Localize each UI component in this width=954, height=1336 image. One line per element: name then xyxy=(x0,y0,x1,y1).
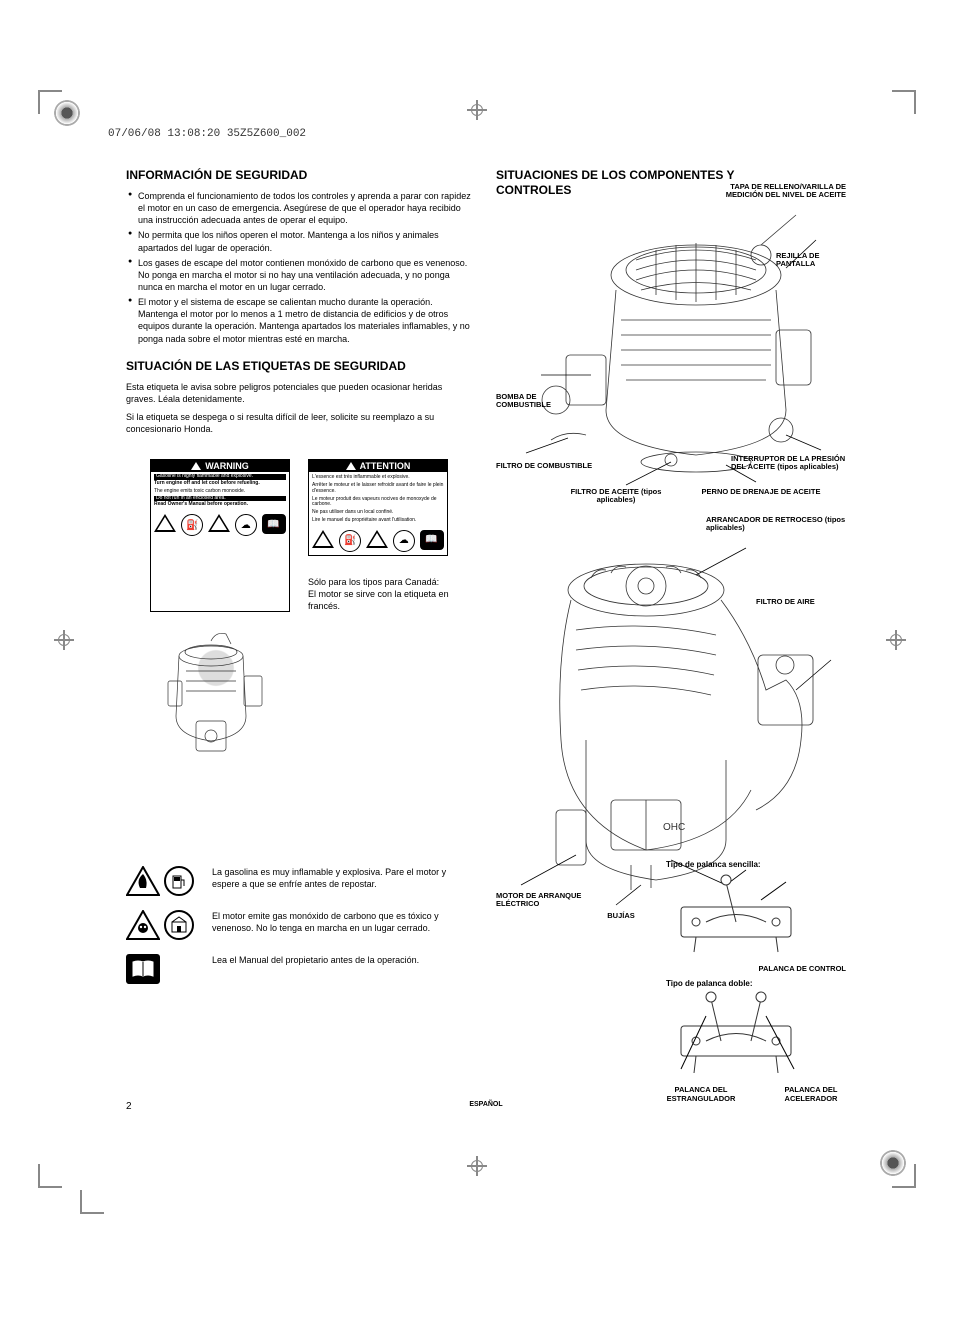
hazard-text-manual: Lea el Manual del propietario antes de l… xyxy=(212,954,474,966)
caption-single-lever: Tipo de palanca sencilla: xyxy=(666,860,846,869)
left-column: INFORMACIÓN DE SEGURIDAD Comprenda el fu… xyxy=(126,168,474,1103)
label-intro-2: Si la etiqueta se despega o si resulta d… xyxy=(126,411,474,435)
lever-double-block: Tipo de palanca doble: PALANCA DEL ES xyxy=(666,979,846,1103)
hazard-icons xyxy=(126,954,198,984)
bullet-item: Comprenda el funcionamiento de todos los… xyxy=(138,190,474,226)
label-recoil-starter: ARRANCADOR DE RETROCESO (tipos aplicable… xyxy=(706,516,856,533)
label-screen-grille: REJILLA DE PANTALLA xyxy=(776,252,846,269)
label-fuel-pump: BOMBA DE COMBUSTIBLE xyxy=(496,393,566,410)
heading-label-location: SITUACIÓN DE LAS ETIQUETAS DE SEGURIDAD xyxy=(126,359,474,373)
warning-label-french: ATTENTION L'essence est très inflammable… xyxy=(308,459,448,555)
lever-double-diagram xyxy=(666,991,806,1081)
hazard-icons xyxy=(126,866,198,896)
page: 07/06/08 13:08:20 35Z5Z600_002 INFORMACI… xyxy=(0,0,954,1336)
canada-note: Sólo para los tipos para Canadá: El moto… xyxy=(308,576,458,612)
hazard-text-co: El motor emite gas monóxido de carbono q… xyxy=(212,910,474,934)
pictogram-row: ⛽ ☁ 📖 xyxy=(151,511,289,539)
page-number: 2 xyxy=(126,1101,132,1112)
label-intro-1: Esta etiqueta le avisa sobre peligros po… xyxy=(126,381,474,405)
hazard-icons xyxy=(126,910,198,940)
label-oil-cap: TAPA DE RELLENO/VARILLA DE MEDICIÓN DEL … xyxy=(696,183,846,200)
label-oil-pressure-switch: INTERRUPTOR DE LA PRESIÓN DEL ACEITE (ti… xyxy=(731,455,846,472)
heading-safety-info: INFORMACIÓN DE SEGURIDAD xyxy=(126,168,474,182)
enclosed-area-icon xyxy=(164,910,194,940)
warning-title: WARNING xyxy=(205,461,249,471)
fuel-pump-icon xyxy=(164,866,194,896)
warning-label-english: WARNING Gasoline is highly flammable and… xyxy=(150,459,290,612)
registration-dot xyxy=(880,1150,906,1176)
hazard-text-gasoline: La gasolina es muy inflamable y explosiv… xyxy=(212,866,474,890)
skull-hazard-icon xyxy=(126,910,160,940)
right-column: SITUACIONES DE LOS COMPONENTES Y CONTROL… xyxy=(496,168,846,1103)
footer: 2 ESPAÑOL xyxy=(126,1101,846,1112)
heading-components-a: SITUACIONES DE LOS COMPONENTES Y xyxy=(496,168,846,182)
warning-title: ATTENTION xyxy=(360,461,411,471)
warning-triangle-icon xyxy=(346,462,356,470)
hazard-row-manual: Lea el Manual del propietario antes de l… xyxy=(126,954,474,984)
registration-dot xyxy=(54,100,80,126)
lever-single-diagram xyxy=(666,872,806,962)
warning-label-french-block: ATTENTION L'essence est très inflammable… xyxy=(308,459,458,612)
warning-line: Read Owner's Manual before operation. xyxy=(154,501,286,509)
label-drain-bolt: PERNO DE DRENAJE DE ACEITE xyxy=(681,488,841,496)
warning-line: Arrêter le moteur et le laisser refroidi… xyxy=(312,482,444,496)
warning-header: ATTENTION xyxy=(309,460,447,472)
label-control-lever: PALANCA DE CONTROL xyxy=(666,965,846,973)
fire-hazard-icon xyxy=(312,530,334,548)
svg-text:OHC: OHC xyxy=(663,822,685,833)
bullet-item: El motor y el sistema de escape se calie… xyxy=(138,296,474,345)
warning-line: L'essence est très inflammable et explos… xyxy=(312,474,444,482)
registration-cross xyxy=(467,100,487,120)
crop-mark xyxy=(38,1164,62,1188)
flame-hazard-icon xyxy=(126,866,160,896)
warning-labels-row: WARNING Gasoline is highly flammable and… xyxy=(126,459,474,612)
warning-triangle-icon xyxy=(191,462,201,470)
registration-cross xyxy=(54,630,74,650)
owners-manual-icon xyxy=(126,954,160,984)
warning-header: WARNING xyxy=(151,460,289,472)
manual-icon: 📖 xyxy=(262,514,286,534)
ventilation-icon: ☁ xyxy=(393,530,415,552)
fire-hazard-icon xyxy=(154,514,176,532)
safety-bullet-list: Comprenda el funcionamiento de todos los… xyxy=(126,190,474,345)
content-columns: INFORMACIÓN DE SEGURIDAD Comprenda el fu… xyxy=(126,168,846,1103)
engine-sketch-small xyxy=(156,626,276,766)
heading-components-b: CONTROLES xyxy=(496,183,571,197)
toxic-hazard-icon xyxy=(208,514,230,532)
language-label: ESPAÑOL xyxy=(469,1101,502,1108)
warning-line: Ne pas utiliser dans un local confiné. xyxy=(312,509,444,517)
timestamp: 07/06/08 13:08:20 35Z5Z600_002 xyxy=(108,128,306,140)
engine-figure-top: REJILLA DE PANTALLA BOMBA DE COMBUSTIBLE… xyxy=(496,200,846,500)
warning-body: L'essence est très inflammable et explos… xyxy=(309,472,447,526)
pictogram-row: ⛽ ☁ 📖 xyxy=(309,527,447,555)
canada-line-1: Sólo para los tipos para Canadá: xyxy=(308,576,458,588)
label-spark-plugs: BUJÍAS xyxy=(591,912,651,920)
warning-line: Le moteur produit des vapeurs nocives de… xyxy=(312,496,444,510)
registration-cross xyxy=(467,1156,487,1176)
warning-line: Turn engine off and let cool before refu… xyxy=(154,480,286,488)
label-oil-filter: FILTRO DE ACEITE (tipos aplicables) xyxy=(566,488,666,505)
warning-line: Lire le manuel du propriétaire avant l'u… xyxy=(312,517,444,525)
fuel-icon: ⛽ xyxy=(339,530,361,552)
manual-icon: 📖 xyxy=(420,530,444,550)
ventilation-icon: ☁ xyxy=(235,514,257,536)
registration-cross xyxy=(886,630,906,650)
toxic-hazard-icon xyxy=(366,530,388,548)
label-electric-starter: MOTOR DE ARRANQUE ELÉCTRICO xyxy=(496,892,616,909)
caption-double-lever: Tipo de palanca doble: xyxy=(666,979,846,988)
crop-mark xyxy=(80,1190,104,1214)
lever-single-block: Tipo de palanca sencilla: PALANCA DE CON… xyxy=(666,860,846,973)
canada-line-2: El motor se sirve con la etiqueta en fra… xyxy=(308,588,458,612)
crop-mark xyxy=(892,90,916,114)
bullet-item: Los gases de escape del motor contienen … xyxy=(138,257,474,293)
label-air-filter: FILTRO DE AIRE xyxy=(756,598,846,606)
label-fuel-filter: FILTRO DE COMBUSTIBLE xyxy=(496,462,616,470)
hazard-row-co: El motor emite gas monóxido de carbono q… xyxy=(126,910,474,940)
warning-body: Gasoline is highly flammable and explosi… xyxy=(151,472,289,511)
fuel-icon: ⛽ xyxy=(181,514,203,536)
hazard-row-gasoline: La gasolina es muy inflamable y explosiv… xyxy=(126,866,474,896)
bullet-item: No permita que los niños operen el motor… xyxy=(138,229,474,253)
